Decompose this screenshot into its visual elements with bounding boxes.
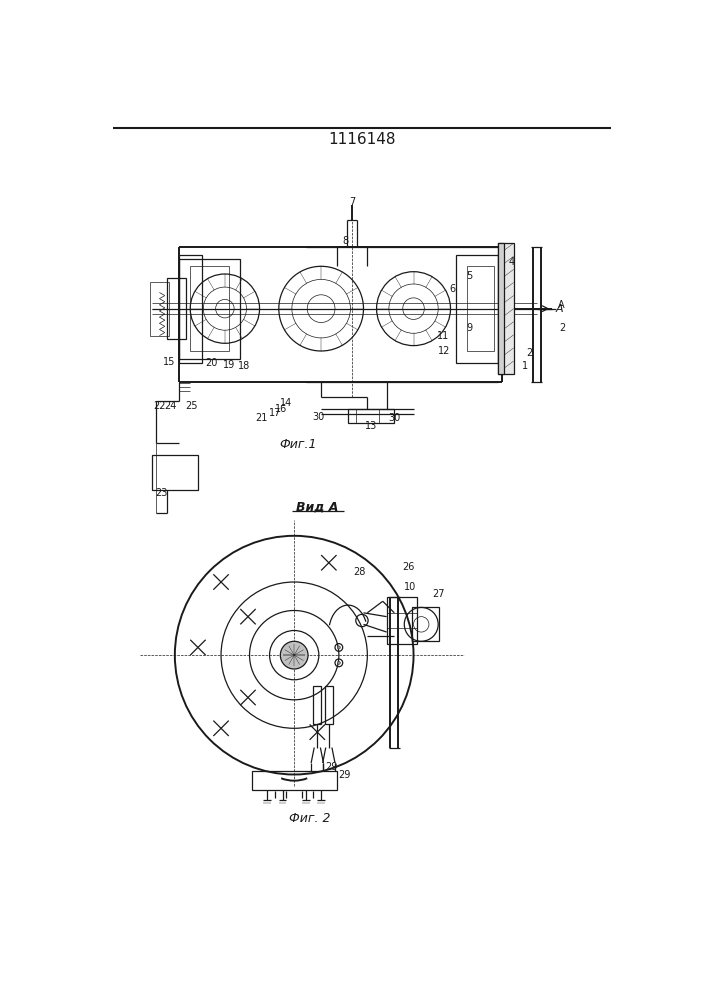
Bar <box>313 686 321 724</box>
Bar <box>498 243 514 374</box>
Text: Вид А: Вид А <box>296 501 339 514</box>
Circle shape <box>281 641 308 669</box>
Text: 22: 22 <box>153 401 165 411</box>
Text: 25: 25 <box>185 401 198 411</box>
Text: 9: 9 <box>466 323 472 333</box>
Bar <box>467 266 494 351</box>
Text: 21: 21 <box>255 413 267 423</box>
Bar <box>150 282 170 336</box>
Text: Фиг. 2: Фиг. 2 <box>289 812 330 825</box>
Text: 20: 20 <box>206 358 218 368</box>
Text: 1116148: 1116148 <box>328 132 396 147</box>
Bar <box>167 278 187 339</box>
Bar <box>152 455 198 490</box>
Text: 23: 23 <box>156 488 168 498</box>
Text: 8: 8 <box>343 236 349 246</box>
Text: 16: 16 <box>275 404 287 414</box>
Text: 24: 24 <box>164 401 177 411</box>
Text: 28: 28 <box>354 567 366 577</box>
Bar <box>387 597 417 644</box>
Circle shape <box>337 646 340 649</box>
Text: 2: 2 <box>559 323 566 333</box>
Bar <box>412 607 439 641</box>
Text: 5: 5 <box>466 271 472 281</box>
Text: Фиг.1: Фиг.1 <box>279 438 317 451</box>
Text: A: A <box>558 300 565 310</box>
Bar <box>456 255 498 363</box>
Text: 10: 10 <box>404 582 416 592</box>
Text: 29: 29 <box>325 762 337 772</box>
Text: 1: 1 <box>522 361 528 371</box>
Text: 13: 13 <box>365 421 378 431</box>
Bar <box>498 243 504 374</box>
Text: 7: 7 <box>349 197 355 207</box>
Text: 6: 6 <box>449 284 455 294</box>
Bar <box>348 409 395 423</box>
Circle shape <box>337 661 340 664</box>
Text: 11: 11 <box>437 331 449 341</box>
Bar <box>179 255 201 363</box>
Text: 26: 26 <box>402 562 414 572</box>
Text: 12: 12 <box>438 346 450 356</box>
Text: 4: 4 <box>508 257 515 267</box>
Text: 18: 18 <box>238 361 250 371</box>
Text: 19: 19 <box>223 360 235 370</box>
Text: 17: 17 <box>269 408 281 418</box>
Text: 29: 29 <box>338 770 351 780</box>
Bar <box>252 771 337 790</box>
Text: 30: 30 <box>388 413 400 423</box>
Text: 30: 30 <box>312 412 325 422</box>
Text: 27: 27 <box>433 589 445 599</box>
Text: A: A <box>556 304 563 314</box>
Text: 15: 15 <box>163 357 175 367</box>
Bar <box>190 266 229 351</box>
Bar <box>325 686 333 724</box>
Text: 2: 2 <box>526 348 532 358</box>
Bar <box>179 259 240 359</box>
Text: 14: 14 <box>281 398 293 408</box>
